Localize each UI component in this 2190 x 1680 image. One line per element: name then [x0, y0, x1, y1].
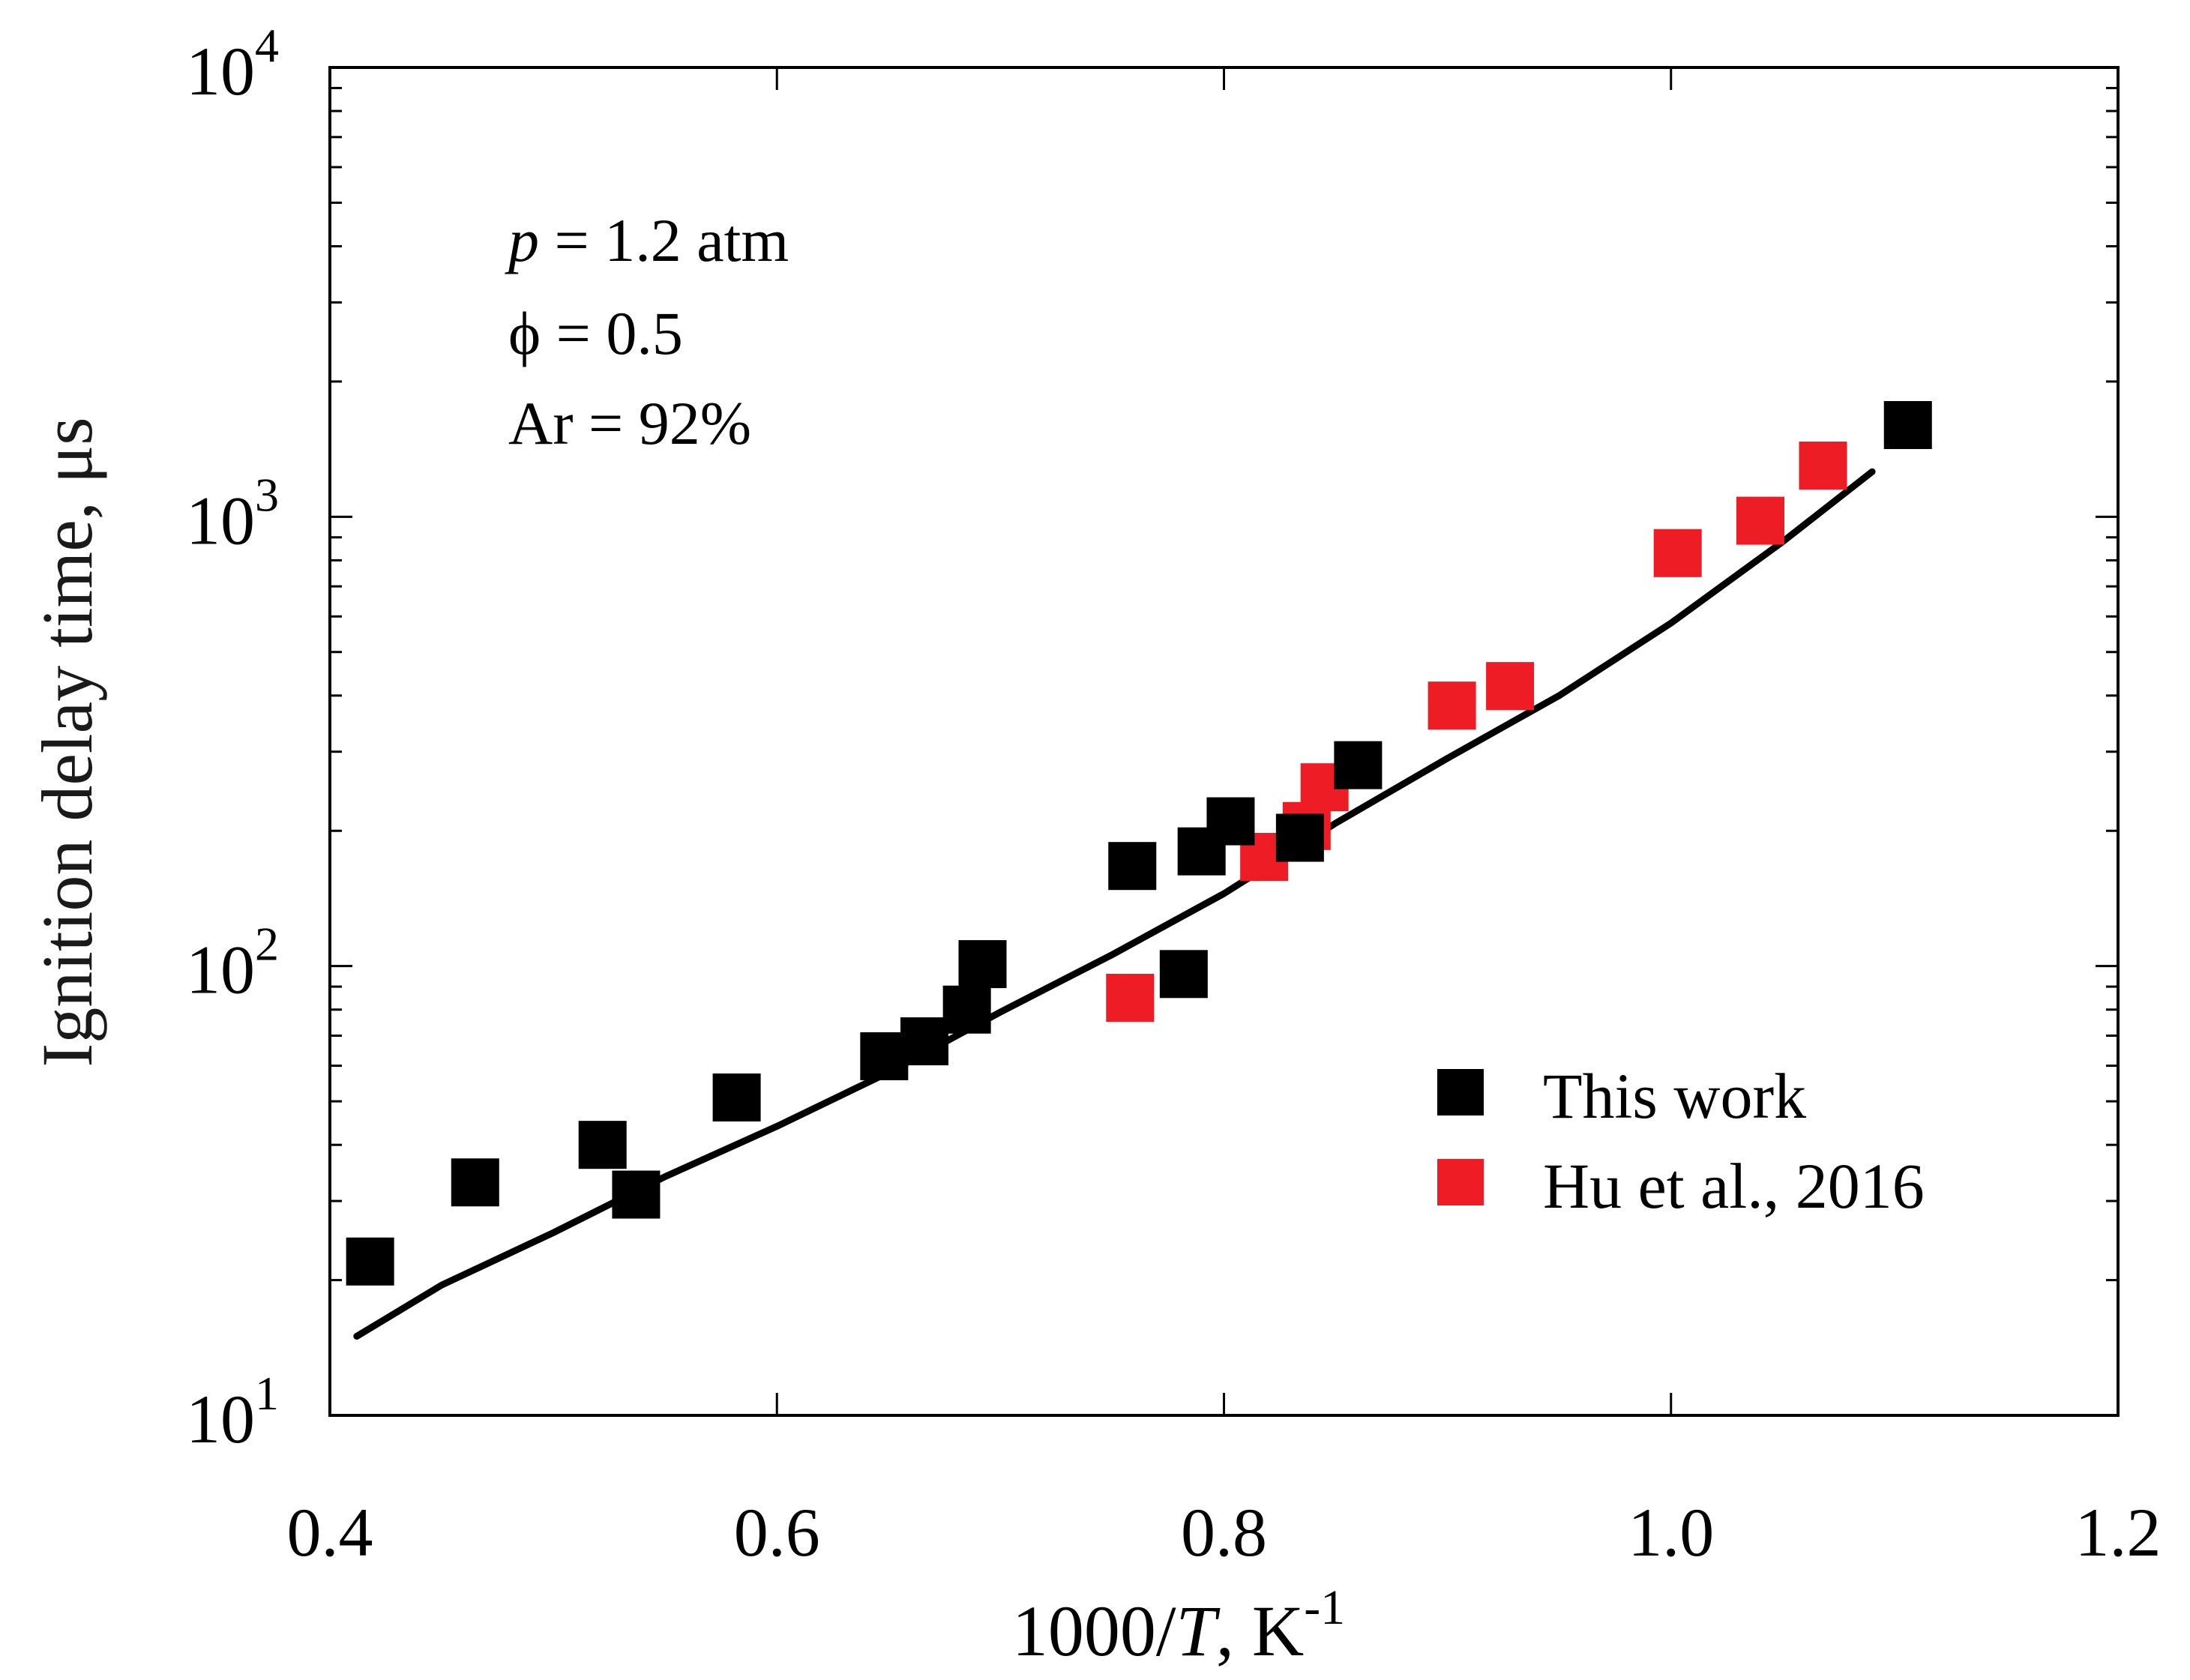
- model-curve: [353, 468, 1876, 1340]
- this-work-point: [712, 1073, 761, 1121]
- hu-2016-point: [1653, 529, 1702, 577]
- this-work-point: [1334, 741, 1383, 789]
- y-tick-label: 101: [186, 1367, 279, 1457]
- this-work-point: [958, 940, 1007, 989]
- y-tick-label: 102: [186, 918, 279, 1008]
- x-tick-label: 0.8: [1181, 1494, 1267, 1571]
- legend-label-hu-2016: Hu et al., 2016: [1543, 1150, 1925, 1222]
- this-work-point: [612, 1170, 661, 1219]
- x-tick-label: 0.6: [734, 1494, 820, 1571]
- legend-marker-this-work: [1437, 1069, 1484, 1116]
- this-work-point: [346, 1237, 394, 1286]
- x-tick-label: 1.0: [1628, 1494, 1714, 1571]
- legend-marker-hu-2016: [1437, 1159, 1484, 1205]
- this-work-point: [1108, 842, 1157, 891]
- annotation-phi: ϕ = 0.5: [508, 299, 683, 367]
- x-axis-label: 1000/T, K-1: [1012, 1580, 1345, 1671]
- data-series: [346, 400, 1932, 1286]
- legend: This work Hu et al., 2016: [1437, 1060, 1925, 1222]
- annotation-ar: Ar = 92%: [508, 389, 751, 457]
- axis-ticks: [328, 67, 2120, 1417]
- hu-2016-point: [1799, 442, 1847, 490]
- y-tick-label: 104: [186, 19, 279, 109]
- x-tick-label: 0.4: [287, 1494, 373, 1571]
- hu-2016-point: [1486, 662, 1535, 711]
- this-work-point: [578, 1121, 627, 1169]
- x-tick-labels: 0.4 0.6 0.8 1.0 1.2: [287, 1494, 2162, 1571]
- this-work-point: [1883, 400, 1932, 449]
- hu-2016-point: [1736, 496, 1784, 545]
- x-tick-label: 1.2: [2075, 1494, 2162, 1571]
- this-work-point: [1206, 797, 1255, 846]
- y-tick-label: 103: [186, 468, 279, 559]
- this-work-point: [1159, 950, 1208, 999]
- this-work-point: [451, 1158, 499, 1207]
- annotation-pressure: p = 1.2 atm: [505, 206, 789, 274]
- this-work-point: [942, 985, 991, 1034]
- y-tick-labels: 101 102 103 104: [186, 19, 279, 1457]
- model-curve-line: [353, 468, 1876, 1340]
- hu-2016-point: [1428, 681, 1476, 730]
- legend-label-this-work: This work: [1543, 1060, 1806, 1132]
- this-work-point: [900, 1017, 949, 1066]
- hu-2016-point: [1106, 973, 1155, 1022]
- this-work-point: [860, 1032, 909, 1080]
- y-axis-label: Ignition delay time, μs: [27, 417, 107, 1067]
- this-work-point: [1275, 813, 1324, 862]
